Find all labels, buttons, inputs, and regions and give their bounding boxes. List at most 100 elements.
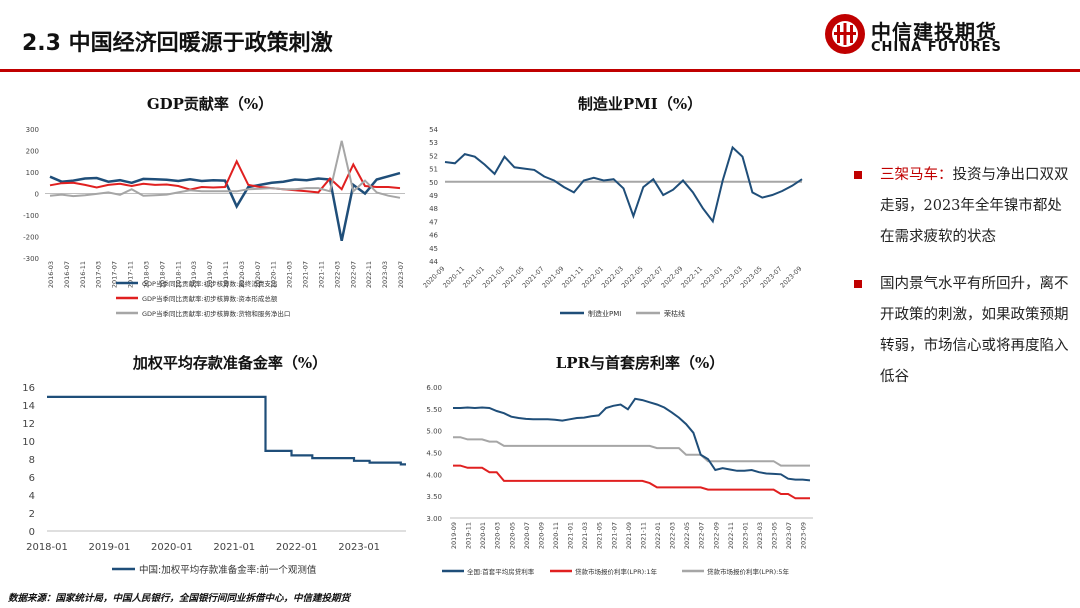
gdp-x-tick: 2023-03	[381, 261, 389, 288]
bullet-text: 投资与净出口双双走弱，2023年全年镍市都处在需求疲软的状态	[880, 167, 1069, 245]
gdp-x-tick: 2022-07	[349, 261, 357, 288]
lpr-mortgage-chart: 6.00 5.50 5.00 4.50 4.00 3.50 3.00 2019-09 2019-…	[426, 384, 813, 576]
lpr-y-tick: 4.50	[426, 450, 442, 458]
gdp-legend-label: GDP当季同比贡献率:初步核算数:货物和服务净出口	[142, 309, 290, 318]
lpr-series-line-1	[453, 464, 810, 500]
lpr-x-tick: 2022-01	[654, 522, 662, 549]
gdp-y-tick: 100	[26, 169, 39, 177]
gdp-x-tick: 2018-07	[158, 261, 166, 288]
gdp-x-tick: 2017-03	[95, 261, 103, 288]
gdp-y-tick: -200	[23, 234, 39, 242]
lpr-x-tick: 2023-07	[785, 522, 793, 549]
rrr-y-tick: 12	[22, 419, 35, 430]
lpr-y-tick: 3.50	[426, 493, 442, 501]
lpr-y-tick: 5.00	[426, 428, 442, 436]
gdp-x-tick: 2019-03	[190, 261, 198, 288]
gdp-x-tick: 2016-03	[47, 261, 55, 288]
lpr-x-tick: 2019-09	[450, 522, 458, 549]
lpr-x-tick: 2023-09	[800, 522, 808, 549]
gdp-x-tick: 2016-11	[79, 261, 87, 288]
gdp-chart-title: GDP贡献率（%）	[146, 95, 274, 113]
lpr-x-tick: 2022-07	[698, 522, 706, 549]
lpr-x-tick: 2020-05	[508, 522, 516, 549]
pmi-y-tick: 47	[429, 218, 438, 226]
gdp-x-tick: 2021-07	[302, 261, 310, 288]
gdp-y-tick: 200	[26, 148, 39, 156]
lpr-y-tick: 3.00	[426, 515, 442, 523]
logo-chinese-name: 中信建投期货	[871, 20, 997, 44]
rrr-chart-title: 加权平均存款准备金率（%）	[132, 354, 328, 372]
bullet-demand: 三架马车：投资与净出口双双走弱，2023年全年镍市都处在需求疲软的状态	[848, 160, 1070, 253]
lpr-y-tick: 4.00	[426, 471, 442, 479]
lpr-x-tick: 2021-09	[625, 522, 633, 549]
gdp-x-tick: 2018-03	[142, 261, 150, 288]
lpr-x-tick: 2023-05	[771, 522, 779, 549]
gdp-x-tick: 2020-03	[238, 261, 246, 288]
pmi-legend-label: 制造业PMI	[588, 309, 621, 318]
gdp-x-tick: 2019-07	[206, 261, 214, 288]
lpr-x-tick: 2022-09	[712, 522, 720, 549]
gdp-x-tick: 2017-07	[111, 261, 119, 288]
reserve-ratio-chart: 16 14 12 10 8 6 4 2 0 2018-01 2019-01 2020-01 2021-0…	[22, 383, 406, 576]
page-title: 2.3 中国经济回暖源于政策刺激	[22, 31, 333, 56]
gdp-contribution-chart: 300 200 100 0 -100 -200 -300 2016-03 2016-07 2016…	[23, 126, 405, 318]
rrr-y-tick: 16	[22, 383, 35, 394]
gdp-x-tick: 2018-11	[174, 261, 182, 288]
data-source-note: 数据来源：国家统计局，中国人民银行，全国银行间同业拆借中心，中信建投期货	[8, 593, 351, 604]
lpr-x-tick: 2021-03	[581, 522, 589, 549]
rrr-x-tick: 2021-01	[213, 542, 255, 553]
pmi-chart-title: 制造业PMI（%）	[577, 95, 703, 113]
pmi-y-tick: 46	[429, 232, 438, 240]
rrr-x-tick: 2022-01	[276, 542, 318, 553]
gdp-y-tick: 0	[35, 191, 39, 199]
gdp-x-tick: 2023-07	[397, 261, 405, 288]
rrr-y-tick: 2	[29, 509, 35, 520]
gdp-x-tick: 2020-07	[254, 261, 262, 288]
gdp-x-tick: 2016-07	[63, 261, 71, 288]
rrr-y-tick: 14	[22, 401, 35, 412]
rrr-y-tick: 10	[22, 437, 35, 448]
lpr-x-tick: 2020-07	[523, 522, 531, 549]
lpr-x-tick: 2021-05	[596, 522, 604, 549]
bullet-square-icon	[854, 280, 862, 288]
lpr-legend-label: 贷款市场报价利率(LPR):1年	[575, 567, 657, 576]
rrr-y-tick: 0	[29, 527, 35, 538]
citic-logo-icon	[825, 14, 865, 54]
lpr-x-tick: 2022-11	[727, 522, 735, 549]
pmi-chart: 54535251504948474645442020-092020-112021…	[422, 126, 804, 318]
pmi-legend-label: 荣枯线	[664, 309, 685, 318]
pmi-y-tick: 49	[429, 192, 438, 200]
lpr-x-tick: 2023-03	[756, 522, 764, 549]
pmi-y-tick: 45	[429, 245, 438, 253]
rrr-x-tick: 2023-01	[338, 542, 380, 553]
lpr-x-tick: 2021-07	[610, 522, 618, 549]
gdp-y-tick: 300	[26, 126, 39, 134]
gdp-legend-label: GDP当季同比贡献率:初步核算数:最终消费支出	[142, 279, 277, 288]
lpr-series-line-2	[453, 436, 810, 467]
rrr-y-tick: 4	[29, 491, 35, 502]
gdp-x-tick: 2017-11	[127, 261, 135, 288]
rrr-x-tick: 2019-01	[89, 542, 131, 553]
lpr-y-tick: 5.50	[426, 406, 442, 414]
gdp-y-tick: -100	[23, 212, 39, 220]
rrr-line	[47, 395, 406, 466]
commentary-panel: 三架马车：投资与净出口双双走弱，2023年全年镍市都处在需求疲软的状态 国内景气…	[848, 160, 1070, 409]
pmi-y-tick: 50	[429, 179, 438, 187]
lpr-y-tick: 6.00	[426, 384, 442, 392]
bullet-square-icon	[854, 171, 862, 179]
rrr-y-tick: 8	[29, 455, 35, 466]
lpr-legend-label: 全国:首套平均房贷利率	[467, 567, 535, 576]
pmi-y-tick: 53	[429, 139, 438, 147]
gdp-legend-label: GDP当季同比贡献率:初步核算数:资本形成总额	[142, 294, 278, 303]
rrr-y-tick: 6	[29, 473, 35, 484]
header-divider	[0, 69, 1080, 72]
rrr-x-tick: 2018-01	[26, 542, 68, 553]
pmi-x-tick: 2023-09	[779, 265, 804, 290]
rrr-x-tick: 2020-01	[151, 542, 193, 553]
lpr-x-tick: 2023-01	[741, 522, 749, 549]
lpr-series-line-0	[453, 397, 811, 482]
gdp-x-tick: 2022-11	[365, 261, 373, 288]
lpr-x-tick: 2020-03	[494, 522, 502, 549]
lpr-chart-title: LPR与首套房利率（%）	[555, 354, 725, 372]
lpr-x-tick: 2021-11	[639, 522, 647, 549]
